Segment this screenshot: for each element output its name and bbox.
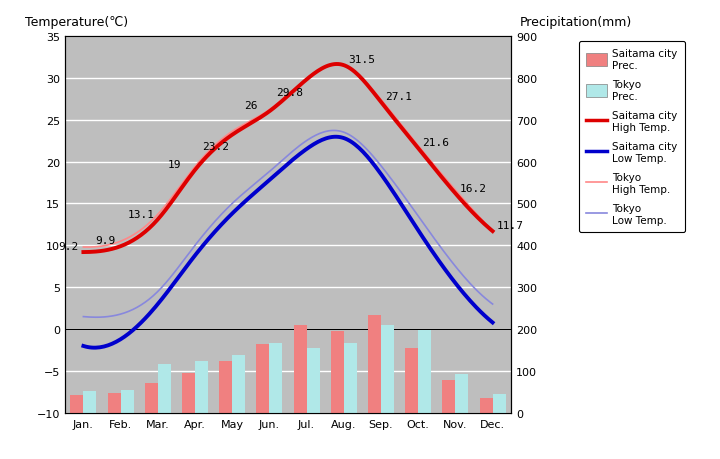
Bar — [307, 349, 320, 413]
Text: 23.2: 23.2 — [202, 141, 229, 151]
Text: 16.2: 16.2 — [459, 183, 487, 193]
Bar — [294, 326, 307, 413]
Bar — [418, 331, 431, 413]
Text: 13.1: 13.1 — [127, 209, 154, 219]
Text: 11.7: 11.7 — [497, 221, 523, 231]
Bar — [269, 343, 282, 413]
Text: 9.2: 9.2 — [58, 242, 78, 252]
Bar — [121, 390, 134, 413]
Bar — [330, 331, 344, 413]
Text: 19: 19 — [167, 160, 181, 170]
Text: 31.5: 31.5 — [348, 55, 375, 65]
Text: 9.9: 9.9 — [96, 236, 116, 246]
Bar — [219, 362, 232, 413]
Bar — [158, 364, 171, 413]
Text: Temperature(℃): Temperature(℃) — [24, 16, 127, 29]
Text: 21.6: 21.6 — [423, 138, 449, 148]
Text: 27.1: 27.1 — [385, 92, 412, 102]
Text: Precipitation(mm): Precipitation(mm) — [520, 16, 632, 29]
Bar — [107, 393, 120, 413]
Bar — [480, 398, 492, 413]
Bar — [405, 348, 418, 413]
Bar — [232, 355, 246, 413]
Bar — [195, 361, 208, 413]
Text: 26: 26 — [244, 101, 258, 111]
Bar — [455, 374, 469, 413]
Text: 29.8: 29.8 — [276, 88, 303, 97]
Bar — [256, 345, 269, 413]
Bar — [442, 381, 455, 413]
Bar — [381, 325, 394, 413]
Bar — [71, 395, 84, 413]
Bar — [145, 383, 158, 413]
Bar — [182, 373, 195, 413]
Bar — [84, 392, 96, 413]
Bar — [344, 343, 357, 413]
Legend: Saitama city
Prec., Tokyo
Prec., Saitama city
High Temp., Saitama city
Low Temp.: Saitama city Prec., Tokyo Prec., Saitama… — [579, 42, 685, 233]
Bar — [368, 315, 381, 413]
Bar — [492, 394, 505, 413]
